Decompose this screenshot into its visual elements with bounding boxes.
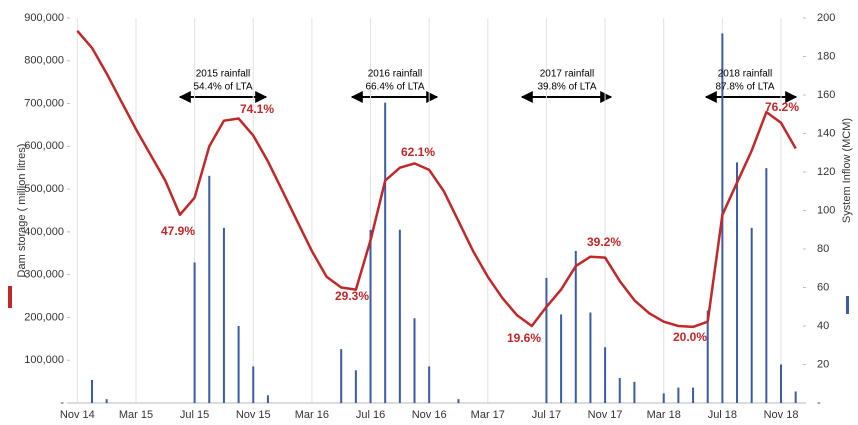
y-tick-label: 100,000	[24, 354, 64, 366]
y2-tick-label: 20	[817, 358, 829, 370]
y-tick-label: 600,000	[24, 140, 64, 152]
percent-annotation: 47.9%	[161, 224, 195, 238]
percent-annotation: 74.1%	[240, 102, 274, 116]
percent-annotation: 62.1%	[401, 145, 435, 159]
rainfall-title: 2018 rainfall	[718, 69, 772, 80]
y-tick-label: 700,000	[24, 97, 64, 109]
inflow-bar	[457, 399, 460, 403]
x-tick-label: Nov 16	[412, 409, 447, 421]
x-tick-label: Jul 16	[356, 409, 385, 421]
rainfall-title: 2016 rainfall	[368, 69, 422, 80]
y-tick-label: -	[60, 397, 64, 409]
inflow-bar	[384, 102, 387, 403]
inflow-bar	[706, 310, 709, 403]
x-tick-label: Jul 15	[180, 409, 209, 421]
y2-tick-label: 40	[817, 320, 829, 332]
inflow-bar	[692, 387, 695, 403]
x-tick-label: Mar 18	[647, 409, 681, 421]
inflow-bar	[750, 227, 753, 403]
rainfall-text: 66.4% of LTA	[365, 82, 424, 93]
y-axis-title: Dam storage ( million litres)	[16, 144, 28, 278]
inflow-bar	[560, 314, 563, 403]
y2-tick-label: 200	[817, 12, 835, 24]
inflow-bar	[413, 318, 416, 403]
rainfall-text: 39.8% of LTA	[537, 82, 596, 93]
inflow-bar	[780, 364, 783, 403]
rainfall-text: 54.4% of LTA	[193, 82, 252, 93]
y-tick-label: 900,000	[24, 12, 64, 24]
y-tick-label: 500,000	[24, 183, 64, 195]
x-tick-label: Nov 18	[764, 409, 799, 421]
legend-bar-key	[846, 296, 849, 314]
inflow-bar	[105, 399, 108, 403]
inflow-bar	[765, 168, 768, 403]
y2-tick-label: 140	[817, 127, 835, 139]
y2-tick-label: 80	[817, 243, 829, 255]
y-tick-label: 800,000	[24, 55, 64, 67]
y2-tick-label: 120	[817, 166, 835, 178]
rainfall-text: 87.8% of LTA	[715, 82, 774, 93]
y2-axis-title: System Inflow (MCM)	[841, 118, 853, 223]
inflow-bar	[266, 395, 269, 403]
storage-line	[76, 29, 797, 329]
legend-line-key	[8, 286, 12, 308]
inflow-bar	[237, 326, 240, 403]
y2-tick-label: 160	[817, 89, 835, 101]
inflow-bar	[662, 393, 665, 403]
y2-tick-label: 180	[817, 50, 835, 62]
inflow-bar	[398, 229, 401, 403]
inflow-bar	[369, 229, 372, 403]
inflow-bar	[90, 379, 93, 403]
inflow-bar	[428, 366, 431, 403]
y-tick-label: 200,000	[24, 311, 64, 323]
y2-tick-label: 100	[817, 204, 835, 216]
inflow-bar	[618, 377, 621, 403]
percent-annotation: 39.2%	[587, 235, 621, 249]
y-tick-label: 300,000	[24, 269, 64, 281]
x-tick-label: Mar 17	[471, 409, 505, 421]
inflow-bar	[252, 366, 255, 403]
y2-tick-label: 60	[817, 281, 829, 293]
inflow-bar	[794, 391, 797, 403]
rainfall-title: 2015 rainfall	[196, 69, 250, 80]
inflow-bar	[574, 250, 577, 403]
inflow-bar	[340, 349, 343, 403]
y-tick-label: 400,000	[24, 226, 64, 238]
inflow-bar	[545, 277, 548, 403]
inflow-bar	[633, 381, 636, 403]
x-tick-label: Mar 15	[119, 409, 153, 421]
inflow-bar	[736, 162, 739, 403]
x-tick-label: Jul 17	[532, 409, 561, 421]
percent-annotation: 29.3%	[335, 289, 369, 303]
percent-annotation: 19.6%	[507, 331, 541, 345]
inflow-bar	[677, 387, 680, 403]
x-tick-label: Nov 14	[60, 409, 95, 421]
inflow-bar	[193, 262, 196, 403]
x-tick-label: Nov 17	[588, 409, 623, 421]
y2-tick-label: -	[817, 397, 821, 409]
inflow-bar	[604, 347, 607, 403]
percent-annotation: 20.0%	[673, 330, 707, 344]
inflow-bar	[208, 175, 211, 403]
rainfall-title: 2017 rainfall	[540, 69, 594, 80]
x-tick-label: Jul 18	[708, 409, 737, 421]
inflow-bar	[354, 370, 357, 403]
inflow-bar	[222, 227, 225, 403]
percent-annotation: 76.2%	[765, 100, 799, 114]
x-tick-label: Nov 15	[236, 409, 271, 421]
inflow-bar	[589, 312, 592, 403]
x-tick-label: Mar 16	[295, 409, 329, 421]
